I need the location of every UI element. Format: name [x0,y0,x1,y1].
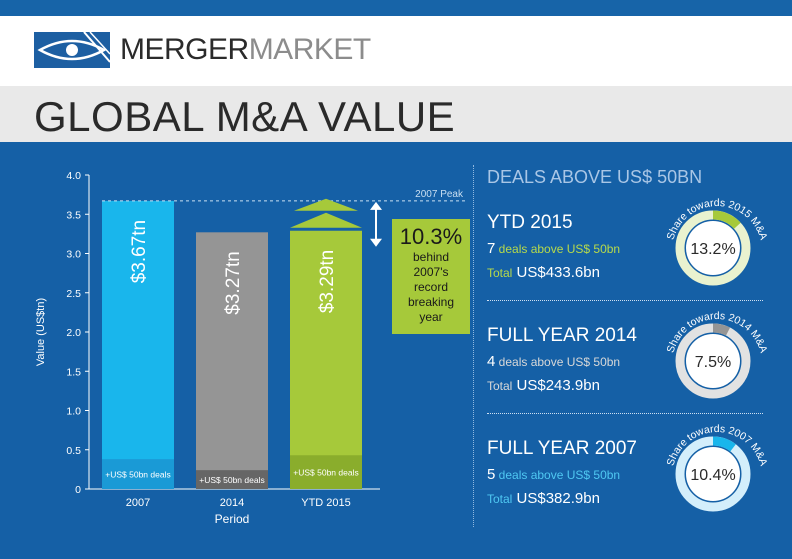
up-chevron-icon [294,198,358,211]
y-tick-label: 0 [75,484,81,496]
bar-2014 [196,232,268,489]
share-ring-ytd-2015: 13.2% Share towards 2015 M&A [665,197,769,286]
section-total-2014: Total US$243.9bn [487,377,600,394]
y-tick-label: 2.0 [66,327,81,339]
ring-share-arc [675,436,751,512]
total-value: US$433.6bn [512,264,600,281]
section-separator [487,413,763,414]
callout-value: 10.3% [400,224,462,249]
bar-value-label: $3.29tn [317,250,338,313]
section-title-full-year-2014: FULL YEAR 2014 [487,325,637,346]
section-total-2007: Total US$382.9bn [487,490,600,507]
section-deals-2007: 5 deals above US$ 50bn [487,466,620,483]
segment-label: +US$ 50bn deals [105,470,170,480]
callout-box [392,219,470,334]
callout-text-line: breaking [408,295,454,309]
deal-count: 5 [487,466,496,483]
section-deals-ytd-2015: 7 deals above US$ 50bn [487,240,620,257]
bar-value-label: $3.27tn [223,251,244,314]
peak-reference-label: 2007 Peak [415,189,464,200]
deal-count: 7 [487,240,496,257]
deal-count-text: deals above US$ 50bn [495,355,621,369]
deal-count: 4 [487,353,496,370]
y-tick-label: 3.0 [66,249,81,261]
segment-label: +US$ 50bn deals [293,468,358,478]
deal-count-text: deals above US$ 50bn [495,468,621,482]
y-tick-label: 4.0 [66,170,81,182]
share-ring-2014: 7.5% Share towards 2014 M&A [665,310,769,399]
eye-icon [34,31,111,68]
logo: MERGERMARKET [34,30,371,70]
logo-wordmark: MERGERMARKET [120,32,371,68]
top-bar [0,0,792,16]
bar-2007 [102,200,174,489]
ring-percent: 7.5% [695,354,731,371]
deal-count-text: deals above US$ 50bn [495,242,621,256]
bar-value-label: $3.67tn [129,220,150,283]
callout-text-line: year [419,310,442,324]
section-separator [487,300,763,301]
bar-segment-50bn-deals [196,470,268,489]
y-tick-label: 1.0 [66,406,81,418]
arrow-down-icon [370,238,382,247]
x-tick-label: 2014 [220,497,244,509]
bar-ytd-2015 [290,230,362,490]
arrow-up-icon [370,201,382,210]
y-tick-label: 3.5 [66,209,81,221]
title-band [0,86,792,142]
total-label: Total [487,492,513,506]
logo-part2: MARKET [248,33,372,66]
bar-segment-50bn-deals [102,459,174,489]
ring-share-arc [675,210,751,286]
ring-share-arc [675,323,751,399]
ring-percent: 13.2% [690,241,735,258]
ring-percent: 10.4% [690,467,735,484]
section-deals-2014: 4 deals above US$ 50bn [487,353,620,370]
x-tick-label: YTD 2015 [301,497,351,509]
x-tick-label: 2007 [126,497,150,509]
bar-segment-50bn-deals [290,455,362,489]
segment-label: +US$ 50bn deals [199,475,264,485]
section-title-full-year-2007: FULL YEAR 2007 [487,438,637,459]
total-label: Total [487,266,513,280]
y-axis-title: Value (US$tn) [35,298,47,366]
total-label: Total [487,379,513,393]
section-title-ytd-2015: YTD 2015 [487,212,573,233]
y-tick-label: 2.5 [66,288,81,300]
logo-part1: MERGER [120,33,249,66]
y-tick-label: 1.5 [66,366,81,378]
y-tick-label: 0.5 [66,445,81,457]
page-title: GLOBAL M&A VALUE [34,93,456,140]
x-axis-title: Period [215,512,250,526]
total-value: US$382.9bn [512,490,600,507]
up-chevron-icon [290,212,362,228]
share-ring-2007: 10.4% Share towards 2007 M&A [665,423,769,512]
callout-text-line: record [414,280,448,294]
section-total-ytd-2015: Total US$433.6bn [487,264,600,281]
vertical-divider [473,165,474,527]
callout-text-line: behind [413,250,449,264]
callout-text-line: 2007's [414,265,449,279]
total-value: US$243.9bn [512,377,600,394]
deals-heading: DEALS ABOVE US$ 50BN [487,167,703,187]
